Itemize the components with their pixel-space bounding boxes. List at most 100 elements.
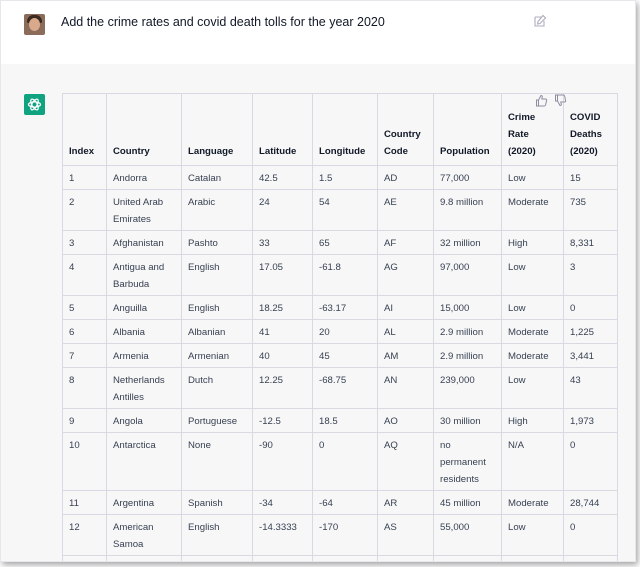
thumbs-up-icon[interactable]: [535, 94, 548, 112]
table-cell: Spanish: [181, 490, 253, 515]
table-cell: AN: [377, 367, 434, 409]
table-cell: 1.5: [312, 165, 378, 190]
table-cell: AI: [377, 295, 434, 320]
table-cell: -34: [252, 490, 313, 515]
table-row: 2 United Arab Emirates Arabic 24 54 AE 9.8 mil…: [62, 189, 618, 231]
table-cell: 2.9 million: [433, 343, 502, 368]
table-cell: AD: [377, 165, 434, 190]
table-cell: Moderate: [501, 343, 564, 368]
table-cell: 43: [563, 367, 618, 409]
table-cell: 239,000: [433, 367, 502, 409]
assistant-message-row: Index Country Language Latitude Longitud…: [1, 64, 635, 561]
table-cell: 47.3333: [252, 555, 313, 561]
table-cell: 12: [62, 514, 107, 556]
table-cell: no permanent residents: [433, 432, 502, 491]
table-cell: 18.5: [312, 408, 378, 433]
table-cell: 15: [563, 165, 618, 190]
table-cell: 0: [312, 432, 378, 491]
table-row: 3 Afghanistan Pashto 33 65 AF 32 million High 8,…: [62, 230, 618, 255]
table-cell: American Samoa: [106, 514, 182, 556]
table-cell: 42.5: [252, 165, 313, 190]
table-cell: 10: [62, 432, 107, 491]
table-cell: United Arab Emirates: [106, 189, 182, 231]
table-cell: 7: [62, 343, 107, 368]
table-cell: -14.3333: [252, 514, 313, 556]
table-cell: 20: [312, 319, 378, 344]
table-cell: AL: [377, 319, 434, 344]
table-cell: Low: [501, 367, 564, 409]
table-cell: AM: [377, 343, 434, 368]
table-cell: 15,000: [433, 295, 502, 320]
table-body: 1 Andorra Catalan 42.5 1.5 AD 77,000 Low 15 2 Unit…: [62, 165, 618, 561]
table-cell: 28,744: [563, 490, 618, 515]
table-cell: 735: [563, 189, 618, 231]
table-cell: -68.75: [312, 367, 378, 409]
thumbs-down-icon[interactable]: [554, 94, 567, 112]
table-cell: 97,000: [433, 254, 502, 296]
data-table: Index Country Language Latitude Longitud…: [62, 93, 618, 561]
data-table-container: Index Country Language Latitude Longitud…: [62, 93, 618, 561]
table-row: 4 Antigua and Barbuda English 17.05 -61.8 AG 9…: [62, 254, 618, 296]
table-cell: -61.8: [312, 254, 378, 296]
table-cell: 8: [62, 367, 107, 409]
table-cell: 0: [563, 432, 618, 491]
column-header: Language: [181, 93, 253, 166]
table-cell: AG: [377, 254, 434, 296]
table-cell: 0: [563, 514, 618, 556]
table-row: 9 Angola Portuguese -12.5 18.5 AO 30 million Hi…: [62, 408, 618, 433]
table-cell: Arabic: [181, 189, 253, 231]
table-cell: 9: [62, 408, 107, 433]
table-cell: English: [181, 254, 253, 296]
table-cell: 2: [62, 189, 107, 231]
table-cell: Argentina: [106, 490, 182, 515]
table-cell: 24: [252, 189, 313, 231]
table-cell: Antarctica: [106, 432, 182, 491]
table-cell: Low: [501, 165, 564, 190]
table-cell: 17.05: [252, 254, 313, 296]
table-cell: Portuguese: [181, 408, 253, 433]
table-row: 7 Armenia Armenian 40 45 AM 2.9 million Moderat…: [62, 343, 618, 368]
table-cell: Moderate: [501, 189, 564, 231]
column-header: Country Code: [377, 93, 434, 166]
table-row: 13AustriaGerman47.333313.3333AT8.9 milli…: [62, 555, 618, 561]
table-cell: 3: [62, 230, 107, 255]
table-cell: High: [501, 408, 564, 433]
table-cell: -170: [312, 514, 378, 556]
table-cell: German: [181, 555, 253, 561]
table-cell: 9.8 million: [433, 189, 502, 231]
table-cell: 0: [563, 295, 618, 320]
table-cell: 3: [563, 254, 618, 296]
table-row: 5 Anguilla English 18.25 -63.17 AI 15,000 Low 0: [62, 295, 618, 320]
table-cell: 1,225: [563, 319, 618, 344]
table-cell: 77,000: [433, 165, 502, 190]
table-cell: 8.9 million: [433, 555, 502, 561]
table-cell: 65: [312, 230, 378, 255]
feedback-buttons: [535, 94, 569, 108]
table-cell: AS: [377, 514, 434, 556]
table-cell: Afghanistan: [106, 230, 182, 255]
edit-icon[interactable]: [533, 14, 547, 28]
table-cell: 11: [62, 490, 107, 515]
table-cell: Pashto: [181, 230, 253, 255]
table-cell: 8,331: [563, 230, 618, 255]
table-cell: Moderate: [501, 319, 564, 344]
table-cell: Armenia: [106, 343, 182, 368]
table-cell: -63.17: [312, 295, 378, 320]
table-cell: 5: [62, 295, 107, 320]
table-cell: Low: [501, 254, 564, 296]
table-cell: 13.3333: [312, 555, 378, 561]
table-cell: AR: [377, 490, 434, 515]
user-avatar: [24, 14, 45, 35]
table-cell: Catalan: [181, 165, 253, 190]
table-cell: 32 million: [433, 230, 502, 255]
table-cell: 13: [62, 555, 107, 561]
table-cell: 30 million: [433, 408, 502, 433]
column-header: Longitude: [312, 93, 378, 166]
table-cell: 54: [312, 189, 378, 231]
table-cell: Albania: [106, 319, 182, 344]
table-cell: 1,973: [563, 408, 618, 433]
table-cell: 18.25: [252, 295, 313, 320]
table-cell: 45: [312, 343, 378, 368]
table-cell: 6: [62, 319, 107, 344]
